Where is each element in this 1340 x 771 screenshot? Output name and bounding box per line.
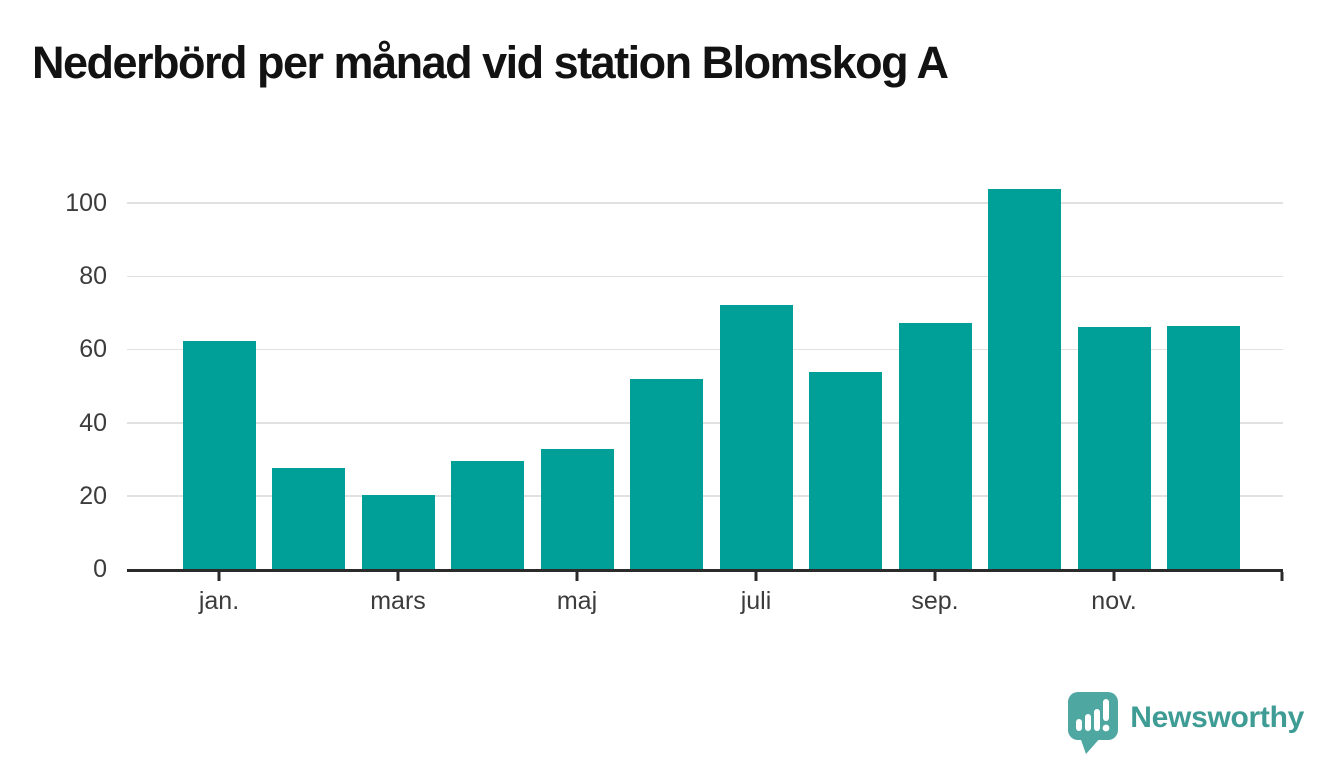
y-axis-label-40: 40 (79, 408, 107, 437)
x-axis-label-maj: maj (556, 587, 598, 615)
newsworthy-wordmark: Newsworthy (1130, 701, 1304, 734)
logo-bar-2 (1085, 714, 1092, 731)
x-axis-label-juli: juli (740, 587, 772, 615)
bar-sep. (898, 322, 972, 569)
gridline-y-60 (127, 348, 1283, 351)
y-axis-label-100: 100 (65, 188, 107, 217)
bar-april (451, 460, 524, 569)
newsworthy-bar-chart-bubble-icon (1068, 692, 1119, 754)
bar-dec. (1167, 325, 1240, 569)
gridline-y-80 (127, 275, 1283, 278)
x-tick-axis-end (1280, 572, 1283, 581)
logo-bubble (1068, 692, 1119, 740)
page-title: Nederbörd per månad vid station Blomskog… (32, 37, 949, 88)
logo-bar-3 (1094, 709, 1101, 731)
bar-aug. (809, 372, 882, 569)
gridline-y-20 (127, 495, 1283, 497)
bar-okt. (988, 188, 1061, 569)
bar-juni (630, 378, 703, 569)
bar-nov. (1077, 326, 1151, 569)
logo-exclamation-bar (1103, 699, 1110, 721)
newsworthy-logo: Newsworthy (1067, 691, 1304, 757)
logo-bar-1 (1076, 719, 1083, 731)
logo-exclamation-dot (1102, 724, 1110, 732)
x-axis-label-sep.: sep. (911, 587, 959, 615)
y-axis-label-80: 80 (79, 262, 107, 291)
x-tick-juli (754, 572, 758, 581)
bar-feb. (272, 467, 345, 569)
gridline-y-40 (127, 422, 1283, 424)
y-axis-label-0: 0 (93, 555, 107, 583)
y-axis-label-20: 20 (79, 481, 107, 510)
bar-juli (719, 305, 793, 569)
bar-maj (540, 448, 614, 569)
y-axis-label-60: 60 (79, 335, 107, 364)
x-tick-mars (396, 572, 400, 581)
x-tick-sep. (933, 572, 937, 581)
x-tick-nov. (1112, 572, 1116, 581)
gridline-y-100 (127, 202, 1283, 204)
bar-mars (361, 495, 435, 569)
x-tick-jan. (217, 572, 221, 581)
x-axis-label-jan.: jan. (198, 587, 240, 615)
bar-jan. (182, 340, 256, 569)
logo-bubble-tail (1080, 737, 1102, 754)
plot-area: 0 20 40 60 80 100 jan. mars maj juli sep. nov. (65, 160, 1283, 615)
x-tick-maj (575, 572, 579, 581)
x-axis-label-nov.: nov. (1091, 587, 1137, 615)
x-axis-label-mars: mars (370, 587, 426, 615)
